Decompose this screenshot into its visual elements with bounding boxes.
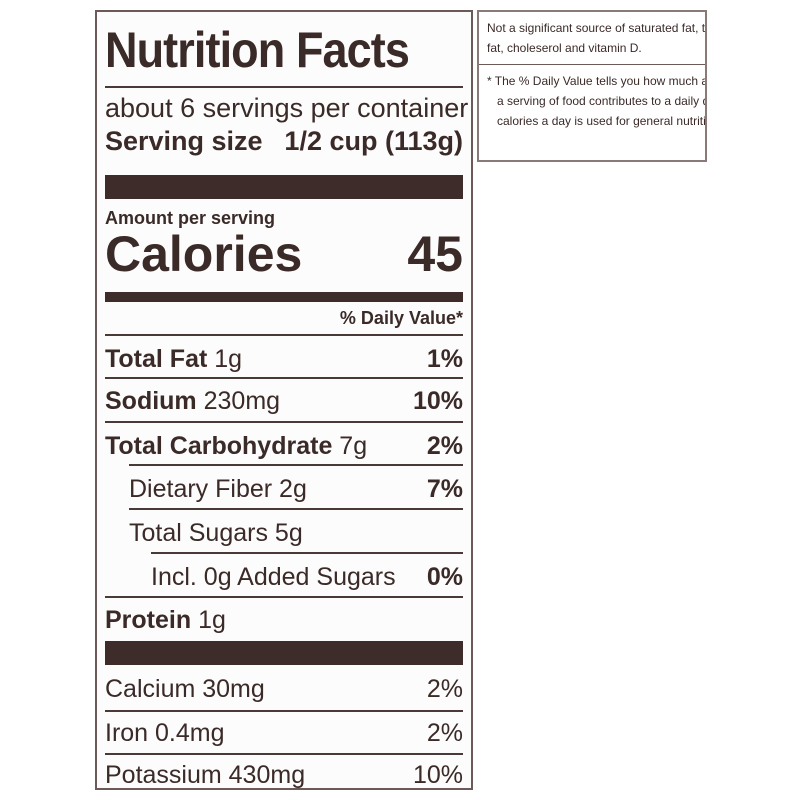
nutrient-row-added-sugars: Incl. 0g Added Sugars 0% (105, 557, 463, 597)
nutrient-row-dietary-fiber: Dietary Fiber 2g 7% (105, 469, 463, 509)
servings-per-container: about 6 servings per container (105, 93, 469, 123)
nutrient-row-total-sugars: Total Sugars 5g (105, 513, 463, 553)
nutrient-dv: 7% (426, 474, 463, 503)
side-note-line: * The % Daily Value tells you how much a… (487, 74, 705, 88)
mineral-name: Calcium 30mg (105, 674, 265, 703)
mineral-row-iron: Iron 0.4mg 2% (105, 713, 463, 753)
mineral-row-calcium: Calcium 30mg 2% (105, 669, 463, 709)
divider (105, 334, 463, 336)
amount-per-serving: Amount per serving (105, 208, 276, 228)
thick-divider (105, 175, 463, 199)
medium-divider (105, 292, 463, 302)
side-note-panel: Not a significant source of saturated fa… (477, 10, 707, 162)
nutrient-amount: 230mg (203, 386, 281, 415)
label-title: Nutrition Facts (105, 22, 410, 78)
mineral-dv: 2% (426, 674, 463, 703)
nutrient-row-total-carbohydrate: Total Carbohydrate 7g 2% (105, 426, 463, 466)
nutrient-dv: 2% (426, 431, 463, 460)
nutrient-name: Total Fat (105, 344, 208, 373)
mineral-row-potassium: Potassium 430mg 10% (105, 755, 463, 795)
divider (105, 710, 463, 712)
nutrient-name: Dietary Fiber 2g (129, 474, 307, 503)
side-note-line: fat, choleserol and vitamin D. (487, 41, 642, 55)
nutrient-row-protein: Protein 1g (105, 600, 463, 640)
daily-value-header: % Daily Value* (339, 308, 463, 328)
divider (105, 753, 463, 755)
mineral-dv: 2% (426, 718, 463, 747)
nutrient-amount: 7g (339, 431, 368, 460)
serving-size-label: Serving size (105, 126, 263, 156)
divider (105, 421, 463, 423)
mineral-name: Potassium 430mg (105, 760, 306, 789)
divider (105, 377, 463, 379)
divider (105, 86, 463, 88)
nutrient-name: Sodium (105, 386, 197, 415)
serving-size-value: 1/2 cup (113g) (284, 126, 463, 156)
side-note-line: Not a significant source of saturated fa… (487, 21, 707, 35)
divider (105, 596, 463, 598)
mineral-dv: 10% (412, 760, 463, 789)
nutrition-facts-label: Nutrition Facts about 6 servings per con… (95, 10, 473, 790)
side-note-line: calories a day is used for general nutri… (497, 114, 706, 128)
calories-label: Calories (105, 226, 303, 282)
nutrient-row-sodium: Sodium 230mg 10% (105, 381, 463, 421)
nutrient-amount: 1g (214, 344, 243, 373)
calories-value: 45 (407, 226, 463, 282)
nutrient-name: Total Sugars 5g (129, 518, 303, 547)
nutrient-dv: 10% (412, 386, 463, 415)
nutrient-dv: 1% (426, 344, 463, 373)
side-note-line: a serving of food contributes to a daily… (497, 94, 705, 108)
nutrient-amount: 1g (198, 605, 226, 634)
divider (129, 464, 463, 466)
nutrient-row-total-fat: Total Fat 1g 1% (105, 339, 463, 379)
serving-size: Serving size 1/2 cup (113g) (105, 125, 463, 157)
nutrient-name: Incl. 0g Added Sugars (151, 562, 396, 591)
nutrient-name: Total Carbohydrate (105, 431, 333, 460)
mineral-name: Iron 0.4mg (105, 718, 225, 747)
divider (151, 552, 463, 554)
calories-row: Calories 45 (105, 224, 463, 284)
thick-divider (105, 641, 463, 665)
nutrient-name: Protein (105, 605, 192, 634)
divider (129, 508, 463, 510)
divider (479, 64, 705, 65)
nutrient-dv: 0% (426, 562, 463, 591)
